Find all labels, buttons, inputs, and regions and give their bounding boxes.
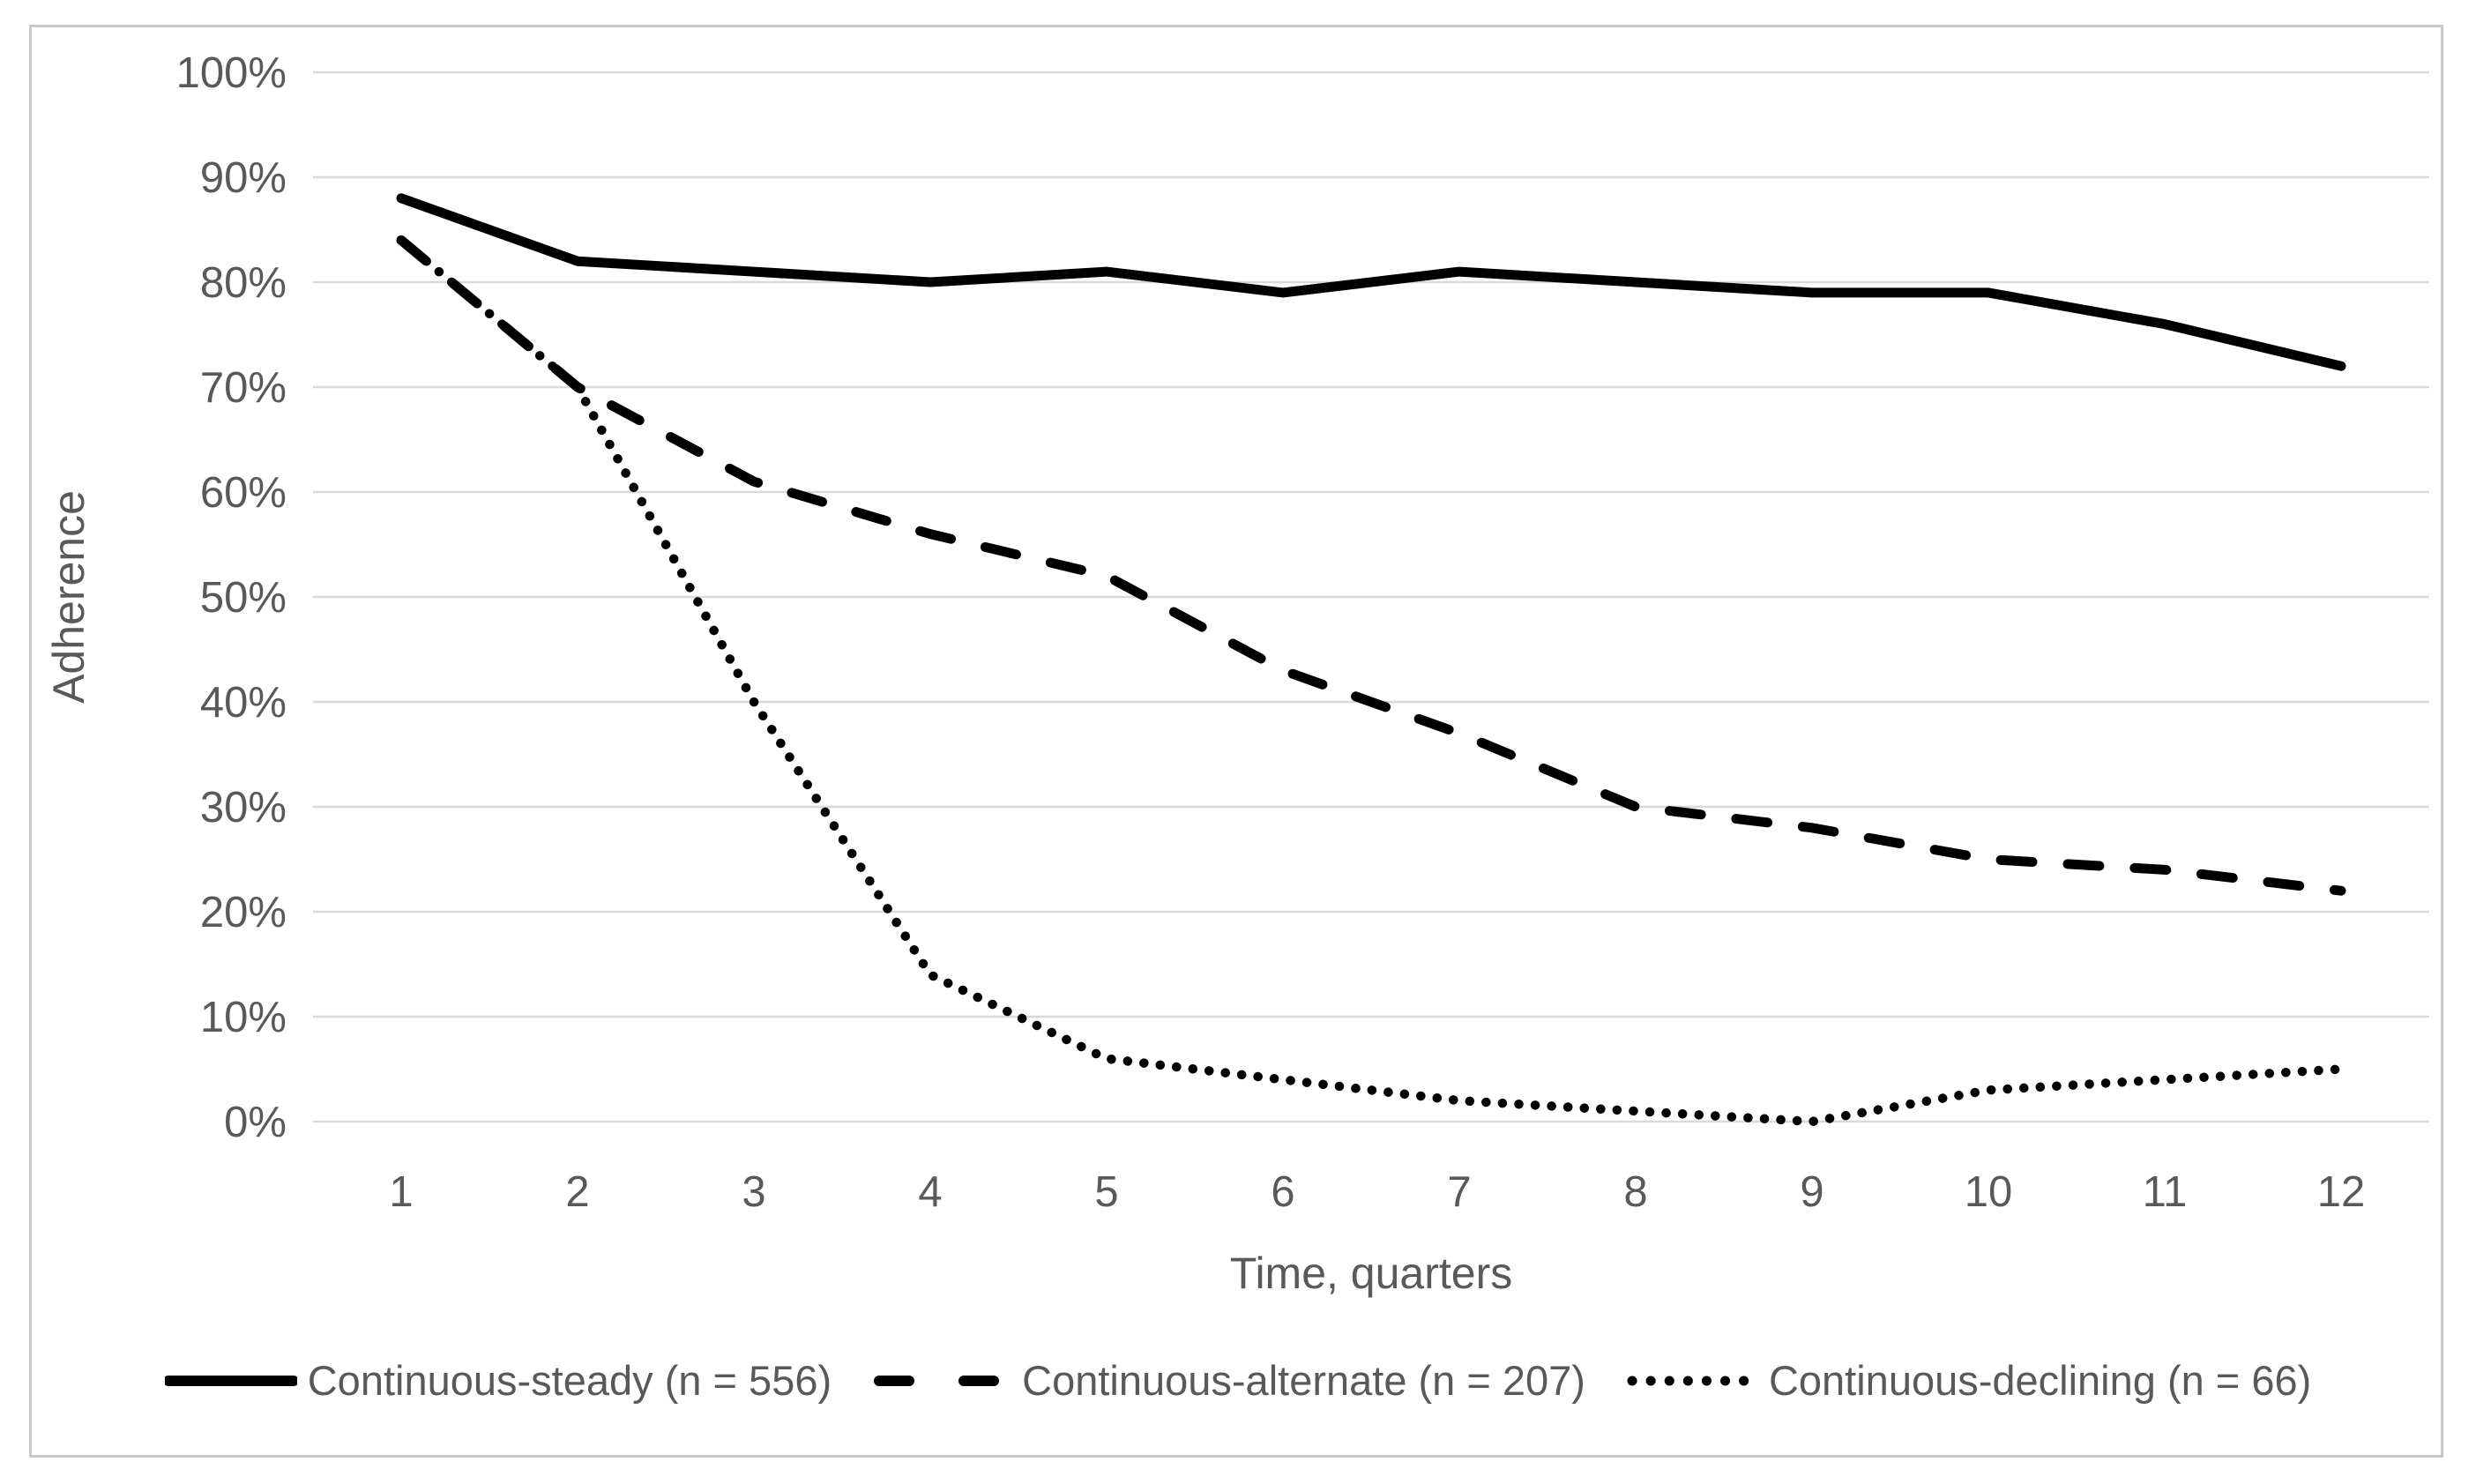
y-tick-label: 30%: [200, 784, 287, 831]
x-tick-label: 12: [2317, 1168, 2366, 1216]
y-tick-label: 0%: [224, 1099, 287, 1146]
x-tick-label: 5: [1094, 1168, 1118, 1216]
y-axis-title: Adherence: [44, 490, 93, 704]
x-tick-label: 11: [2143, 1168, 2188, 1216]
x-tick-label: 10: [1965, 1168, 2013, 1216]
y-tick-label: 20%: [200, 889, 287, 936]
y-tick-label: 80%: [200, 259, 287, 307]
legend-marker-dashed-icon: [874, 1375, 1012, 1386]
legend-label-continuous-declining: Continuous-declining (n = 66): [1768, 1357, 2312, 1404]
x-tick-label: 6: [1271, 1168, 1294, 1216]
y-tick-label: 100%: [176, 49, 287, 97]
x-tick-label: 1: [389, 1168, 413, 1216]
legend-label-continuous-alternate: Continuous-alternate (n = 207): [1022, 1357, 1585, 1404]
legend: Continuous-steady (n = 556) Continuous-a…: [53, 1356, 2423, 1405]
series-line-continuous-alternate: [396, 235, 2346, 896]
y-tick-label: 60%: [200, 469, 287, 517]
legend-item-continuous-alternate: Continuous-alternate (n = 207): [872, 1356, 1585, 1405]
y-tick-label: 10%: [200, 994, 287, 1041]
y-axis-tick-labels: 0% 10% 20% 30% 40% 50% 60% 70% 80% 90% 100%: [176, 49, 287, 1146]
legend-label-continuous-steady: Continuous-steady (n = 556): [307, 1357, 832, 1404]
gridlines: [313, 71, 2429, 1123]
series-line-continuous-steady: [396, 193, 2346, 371]
figure-border: [29, 25, 2443, 1458]
x-tick-label: 7: [1447, 1168, 1471, 1216]
x-tick-label: 9: [1800, 1168, 1823, 1216]
legend-marker-solid-icon: [164, 1375, 297, 1386]
x-axis-tick-labels: 1 2 3 4 5 6 7 8 9 10 11 12: [389, 1168, 2365, 1216]
x-tick-label: 8: [1623, 1168, 1647, 1216]
y-tick-label: 50%: [200, 574, 287, 622]
legend-item-continuous-declining: Continuous-declining (n = 66): [1626, 1356, 2311, 1405]
series-line-continuous-declining: [396, 235, 2346, 1127]
x-tick-label: 2: [565, 1168, 589, 1216]
x-axis-title: Time, quarters: [1229, 1249, 1513, 1298]
y-tick-label: 70%: [200, 364, 287, 412]
x-tick-label: 4: [918, 1168, 942, 1216]
legend-item-continuous-steady: Continuous-steady (n = 556): [164, 1356, 832, 1405]
legend-marker-dotted-icon: [1627, 1376, 1758, 1385]
y-tick-label: 40%: [200, 679, 287, 727]
y-tick-label: 90%: [200, 154, 287, 202]
x-tick-label: 3: [742, 1168, 765, 1216]
